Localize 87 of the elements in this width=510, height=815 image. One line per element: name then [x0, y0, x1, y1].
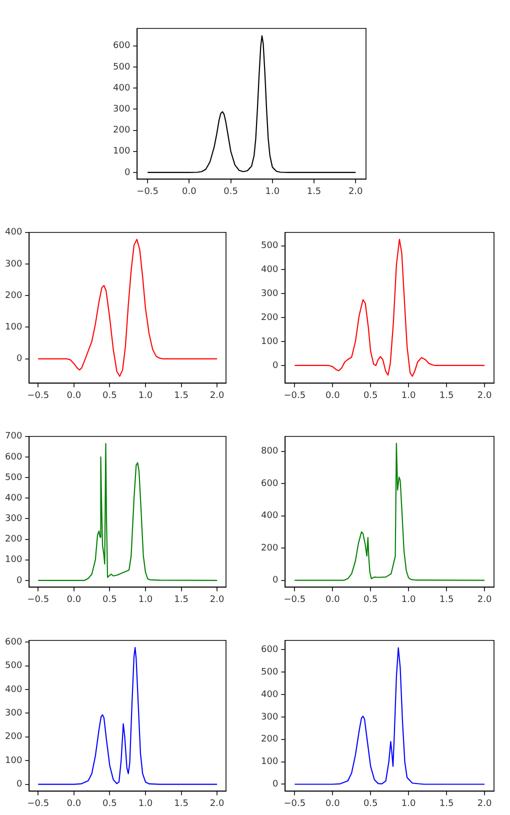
- y-tick-label: 400: [260, 265, 278, 276]
- y-tick-label: 400: [4, 684, 22, 695]
- x-tick-label: 1.5: [439, 798, 454, 809]
- x-tick-label: −0.5: [27, 798, 50, 809]
- x-tick-label: −0.5: [27, 390, 50, 401]
- y-tick-label: 0: [272, 780, 278, 790]
- x-tick-label: 1.0: [401, 390, 416, 401]
- y-tick-label: 200: [4, 534, 22, 545]
- x-tick-label: 0.5: [363, 594, 378, 605]
- x-tick-label: 0.0: [325, 594, 340, 605]
- x-tick-label: 2.0: [477, 390, 492, 401]
- y-tick-label: 500: [260, 667, 278, 678]
- y-tick-label: 300: [260, 712, 278, 722]
- y-tick-label: 200: [112, 126, 130, 136]
- y-tick-label: 800: [260, 446, 278, 457]
- y-tick-label: 500: [4, 472, 22, 483]
- y-tick-label: 200: [4, 290, 22, 301]
- y-tick-label: 300: [4, 708, 22, 719]
- x-tick-label: 0.5: [363, 390, 378, 401]
- y-tick-label: 200: [260, 543, 278, 554]
- x-tick-label: −0.5: [136, 186, 159, 197]
- x-tick-label: 1.5: [306, 186, 322, 197]
- x-tick-label: 0.0: [66, 390, 82, 401]
- x-tick-label: 1.0: [138, 594, 153, 605]
- y-tick-label: 100: [260, 336, 278, 347]
- x-tick-label: 0.5: [102, 798, 117, 809]
- x-tick-label: 1.5: [439, 390, 454, 401]
- y-tick-label: 300: [4, 259, 22, 270]
- y-tick-label: 200: [4, 732, 22, 742]
- y-tick-label: 200: [260, 734, 278, 745]
- x-tick-label: 1.0: [401, 798, 416, 809]
- x-tick-label: 0.0: [325, 798, 340, 809]
- y-tick-label: 500: [4, 661, 22, 672]
- x-tick-label: 1.5: [174, 390, 188, 401]
- x-tick-label: 1.5: [174, 594, 188, 605]
- x-tick-label: 0.5: [363, 798, 378, 809]
- y-tick-label: 500: [260, 241, 278, 252]
- y-tick-label: 100: [260, 757, 278, 768]
- y-tick-label: 300: [260, 289, 278, 300]
- x-tick-label: 0.0: [182, 186, 197, 197]
- y-tick-label: 700: [4, 432, 22, 442]
- y-tick-label: 400: [260, 511, 278, 522]
- y-tick-label: 0: [16, 576, 22, 586]
- x-tick-label: 2.0: [210, 594, 224, 605]
- x-tick-label: 2.0: [348, 186, 364, 197]
- x-tick-label: 0.5: [102, 594, 117, 605]
- y-tick-label: 300: [112, 104, 130, 115]
- x-tick-label: 1.0: [138, 798, 153, 809]
- x-tick-label: 1.5: [439, 594, 454, 605]
- x-tick-label: 2.0: [210, 390, 224, 401]
- y-tick-label: 0: [272, 360, 278, 371]
- y-tick-label: 600: [4, 637, 22, 648]
- y-tick-label: 600: [260, 478, 278, 489]
- x-tick-label: −0.5: [284, 594, 306, 605]
- y-tick-label: 400: [260, 690, 278, 700]
- x-tick-label: 2.0: [477, 594, 492, 605]
- y-tick-label: 500: [112, 62, 130, 72]
- y-tick-label: 600: [260, 644, 278, 655]
- y-tick-label: 600: [112, 41, 130, 52]
- x-tick-label: 1.0: [138, 390, 153, 401]
- y-tick-label: 0: [16, 780, 22, 790]
- x-tick-label: 2.0: [210, 798, 224, 809]
- y-tick-label: 100: [112, 146, 130, 157]
- x-tick-label: 0.5: [224, 186, 238, 197]
- y-tick-label: 600: [4, 452, 22, 462]
- x-tick-label: −0.5: [27, 594, 50, 605]
- y-tick-label: 0: [272, 576, 278, 586]
- y-tick-label: 200: [260, 312, 278, 323]
- x-tick-label: 0.0: [66, 798, 82, 809]
- x-tick-label: −0.5: [284, 390, 306, 401]
- y-tick-label: 400: [4, 493, 22, 504]
- y-tick-label: 300: [4, 514, 22, 524]
- y-tick-label: 400: [112, 83, 130, 94]
- x-tick-label: 0.5: [102, 390, 117, 401]
- x-tick-label: 1.0: [401, 594, 416, 605]
- y-tick-label: 100: [4, 756, 22, 766]
- x-tick-label: −0.5: [284, 798, 306, 809]
- x-tick-label: 0.0: [325, 390, 340, 401]
- x-tick-label: 1.5: [174, 798, 188, 809]
- y-tick-label: 100: [4, 322, 22, 333]
- y-tick-label: 0: [124, 168, 130, 178]
- y-tick-label: 0: [16, 354, 22, 364]
- x-tick-label: 0.0: [66, 594, 82, 605]
- x-tick-label: 1.0: [265, 186, 280, 197]
- y-tick-label: 100: [4, 555, 22, 566]
- x-tick-label: 2.0: [477, 798, 492, 809]
- y-tick-label: 400: [4, 228, 22, 238]
